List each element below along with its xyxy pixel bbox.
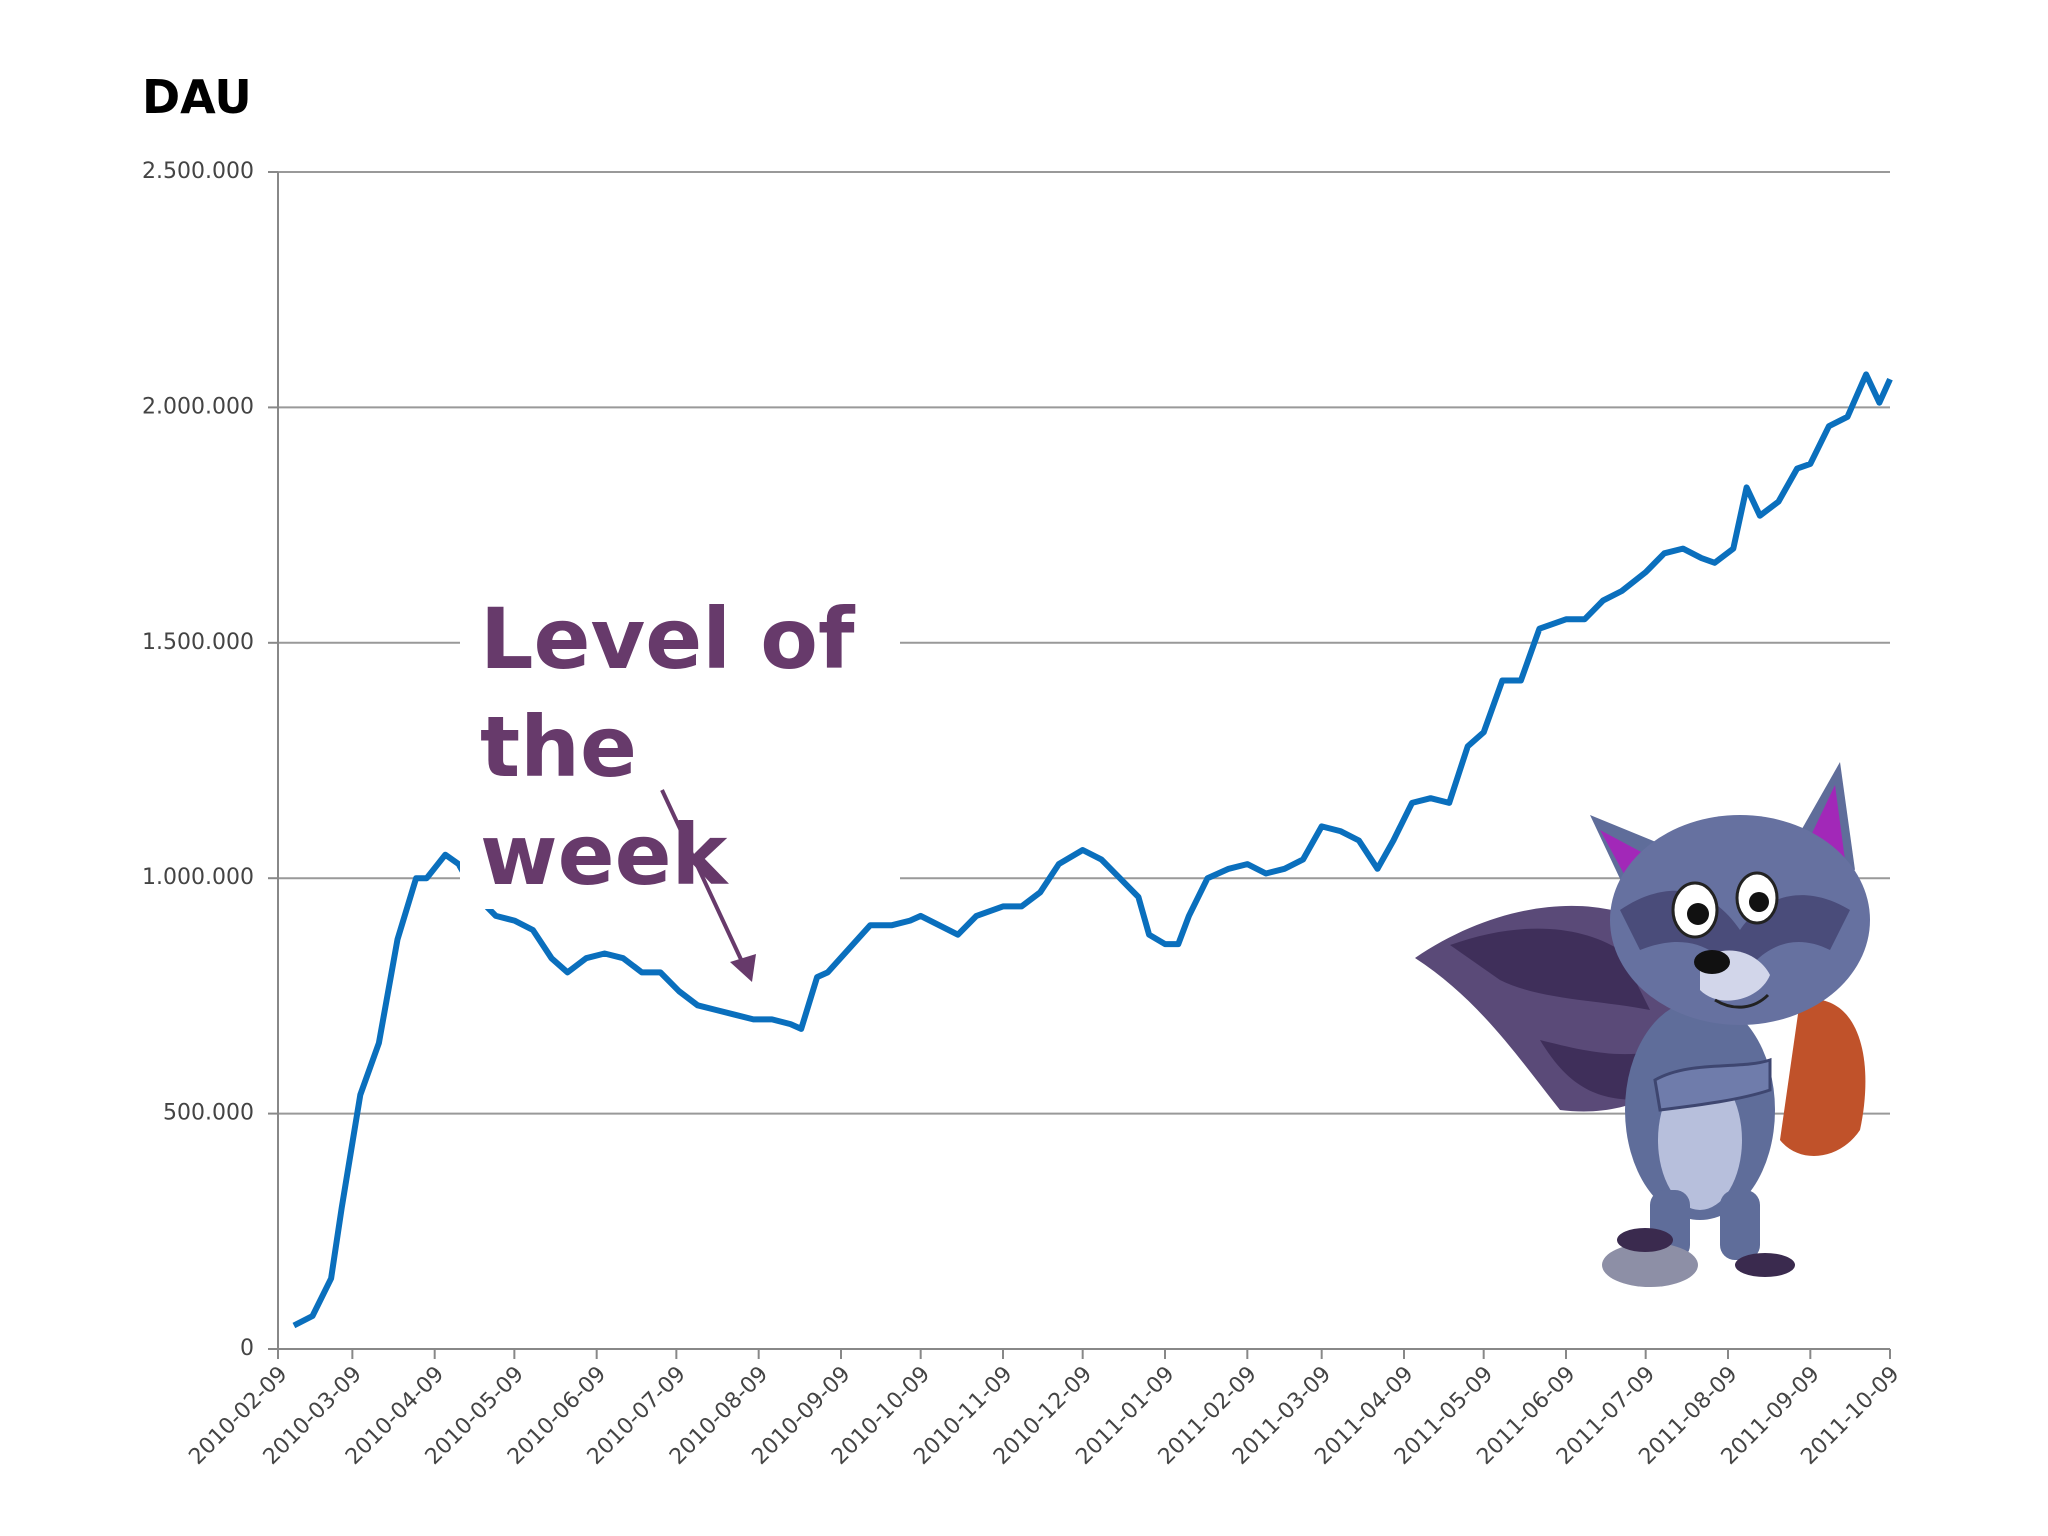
y-tick-label: 2.000.000 [142, 394, 254, 419]
y-tick-label: 0 [240, 1336, 254, 1361]
y-tick-label: 2.500.000 [142, 159, 254, 184]
y-tick-label: 1.500.000 [142, 630, 254, 655]
chart-title: DAU [142, 70, 252, 124]
data-line [292, 371, 1893, 1329]
y-tick-label: 500.000 [163, 1101, 254, 1126]
annotation: Level of the week [460, 585, 900, 909]
y-tick-label: 1.000.000 [142, 865, 254, 890]
